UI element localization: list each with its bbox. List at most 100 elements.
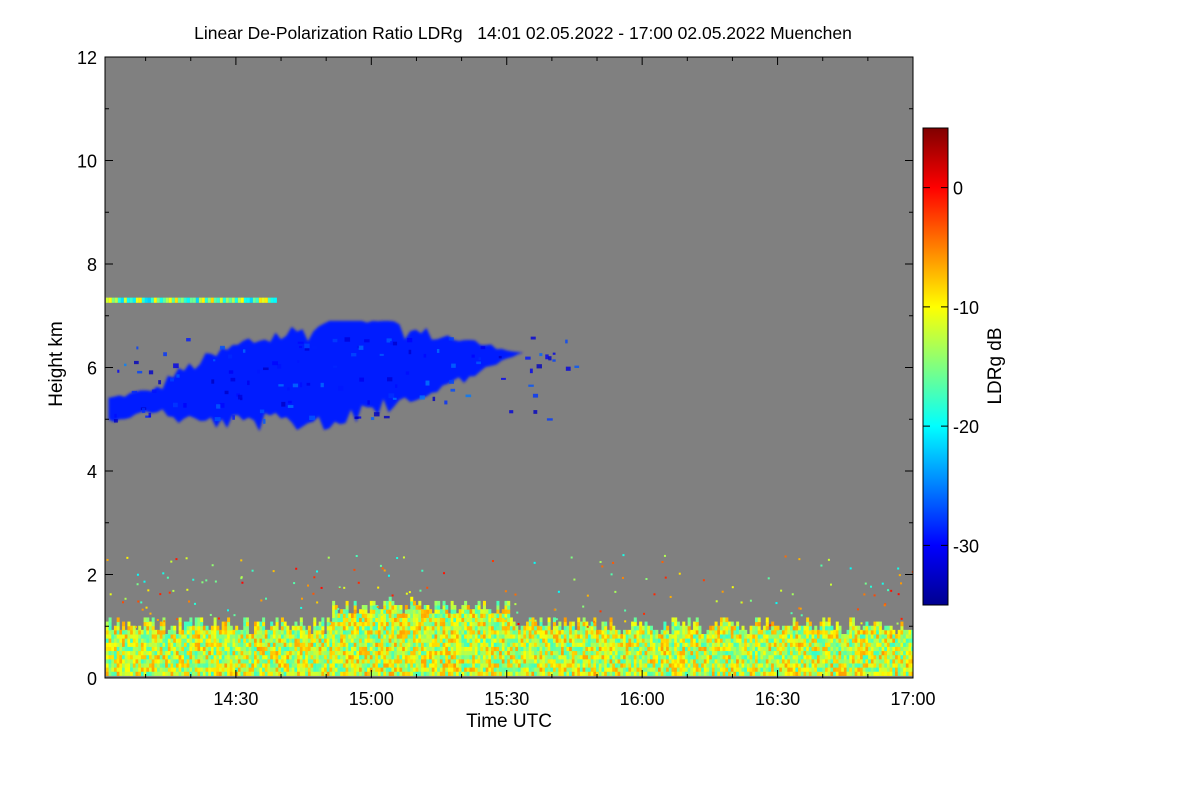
bl-pixel — [706, 654, 710, 660]
bl-pixel — [730, 646, 734, 652]
bl-pixel — [639, 646, 643, 652]
bl-pixel — [456, 667, 460, 672]
thin-layer-pixel — [270, 297, 274, 303]
cirrus-pixel — [242, 349, 246, 353]
bl-pixel — [552, 646, 556, 652]
bl-pixel — [598, 662, 602, 668]
bl-pixel — [614, 667, 618, 672]
bl-pixel — [612, 638, 616, 643]
bl-pixel — [254, 662, 258, 668]
bl-pixel — [181, 654, 185, 660]
bl-pixel — [159, 658, 163, 664]
bl-pixel — [148, 671, 152, 676]
bl-pixel — [571, 638, 575, 643]
bl-pixel — [558, 634, 562, 639]
bl-pixel — [113, 654, 117, 660]
bl-pixel — [237, 671, 241, 676]
bl-pixel — [264, 654, 268, 660]
bl-pixel — [501, 658, 505, 664]
bl-pixel — [547, 625, 551, 631]
cirrus-pixel — [407, 337, 413, 343]
speckle — [337, 607, 340, 610]
bl-pixel — [803, 625, 807, 631]
bl-pixel — [555, 646, 559, 652]
bl-pixel — [267, 642, 271, 647]
bl-pixel — [895, 646, 899, 652]
bl-pixel — [329, 650, 333, 656]
bl-pixel — [911, 634, 913, 639]
bl-pixel — [402, 667, 406, 672]
bl-pixel — [582, 625, 586, 631]
bl-pixel — [350, 617, 354, 623]
bl-pixel — [714, 638, 718, 643]
bl-pixel — [332, 662, 336, 668]
bl-pixel — [135, 667, 139, 672]
bl-pixel — [552, 650, 556, 656]
bl-pixel — [706, 642, 710, 647]
bl-pixel — [165, 671, 169, 676]
bl-pixel — [819, 642, 823, 647]
bl-pixel — [256, 671, 260, 676]
bl-pixel — [165, 634, 169, 639]
bl-pixel — [889, 654, 893, 660]
bl-pixel — [318, 634, 322, 639]
bl-pixel — [771, 646, 775, 652]
bl-pixel — [262, 654, 266, 660]
bl-pixel — [857, 658, 861, 664]
bl-pixel — [628, 638, 632, 643]
bl-pixel — [547, 646, 551, 652]
bl-pixel — [860, 638, 864, 643]
bl-pixel — [159, 671, 163, 676]
bl-pixel — [410, 671, 414, 676]
bl-pixel — [124, 646, 128, 652]
bl-pixel — [157, 650, 161, 656]
bl-pixel — [310, 671, 314, 676]
bl-pixel — [588, 646, 592, 652]
bl-pixel — [835, 654, 839, 660]
bl-pixel — [450, 605, 454, 610]
bl-pixel — [768, 662, 772, 668]
bl-pixel — [749, 667, 753, 672]
bl-pixel — [771, 634, 775, 639]
bl-pixel — [305, 667, 309, 672]
bl-pixel — [563, 634, 567, 639]
bl-pixel — [399, 638, 403, 643]
bl-pixel — [474, 609, 478, 614]
bl-pixel — [359, 650, 363, 656]
bl-pixel — [819, 671, 823, 676]
bl-pixel — [431, 629, 435, 635]
bl-pixel — [189, 654, 193, 660]
bl-pixel — [105, 621, 109, 627]
bl-pixel — [482, 650, 486, 656]
bl-pixel — [391, 634, 395, 639]
bl-pixel — [555, 667, 559, 672]
bl-pixel — [326, 667, 330, 672]
bl-pixel — [625, 662, 629, 668]
bl-pixel — [485, 634, 489, 639]
bl-pixel — [561, 671, 565, 676]
bl-pixel — [412, 634, 416, 639]
bl-pixel — [841, 638, 845, 643]
bl-pixel — [854, 634, 858, 639]
bl-pixel — [445, 621, 449, 627]
bl-pixel — [517, 646, 521, 652]
bl-pixel — [703, 662, 707, 668]
bl-pixel — [539, 625, 543, 631]
bl-pixel — [321, 658, 325, 664]
bl-pixel — [835, 625, 839, 631]
bl-pixel — [294, 650, 298, 656]
bl-pixel — [434, 625, 438, 631]
bl-pixel — [472, 671, 476, 676]
bl-pixel — [353, 629, 357, 635]
bl-pixel — [593, 621, 597, 627]
bl-pixel — [536, 638, 540, 643]
bl-pixel — [765, 671, 769, 676]
bl-pixel — [442, 613, 446, 618]
bl-pixel — [865, 658, 869, 664]
cirrus-pixel — [117, 369, 120, 373]
bl-pixel — [415, 609, 419, 614]
bl-pixel — [466, 638, 470, 643]
bl-pixel — [477, 621, 481, 627]
bl-pixel — [504, 638, 508, 643]
cirrus-pixel — [134, 360, 139, 365]
